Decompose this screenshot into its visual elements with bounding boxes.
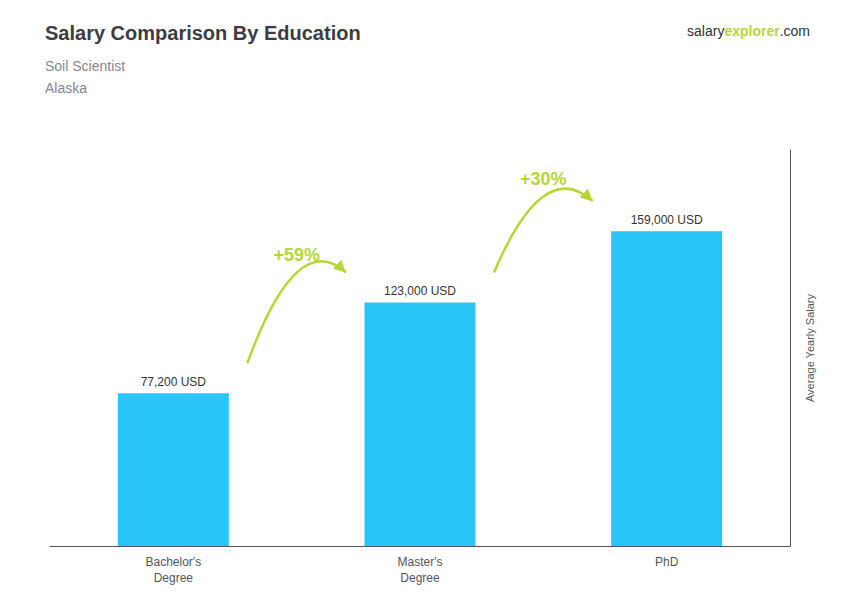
svg-text:159,000 USD: 159,000 USD [631, 213, 703, 227]
svg-text:Degree: Degree [154, 571, 194, 585]
svg-text:explorer: explorer [724, 23, 780, 39]
svg-text:+30%: +30% [520, 169, 567, 189]
svg-text:77,200 USD: 77,200 USD [141, 375, 207, 389]
svg-text:Degree: Degree [400, 571, 440, 585]
svg-text:123,000 USD: 123,000 USD [384, 284, 456, 298]
svg-text:Average Yearly Salary: Average Yearly Salary [804, 293, 816, 402]
svg-text:+59%: +59% [273, 245, 320, 265]
svg-text:Soil Scientist: Soil Scientist [45, 58, 125, 74]
svg-text:Bachelor's: Bachelor's [146, 555, 202, 569]
svg-text:Alaska: Alaska [45, 80, 87, 96]
svg-text:Salary Comparison By Education: Salary Comparison By Education [45, 22, 361, 44]
svg-text:.com: .com [780, 23, 810, 39]
svg-text:salary: salary [687, 23, 724, 39]
svg-text:PhD: PhD [655, 555, 679, 569]
svg-text:Master's: Master's [398, 555, 443, 569]
